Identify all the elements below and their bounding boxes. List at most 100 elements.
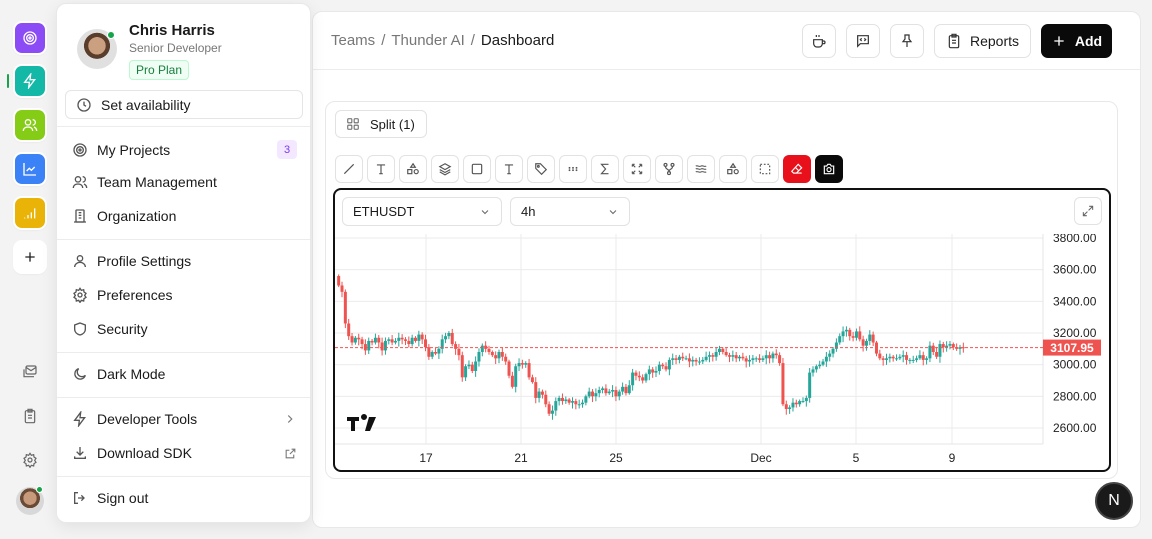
mail-stack-icon [23, 365, 37, 378]
text-label-tool[interactable] [495, 155, 523, 183]
sigma-icon [600, 163, 609, 175]
pin-icon [901, 34, 913, 47]
add-app-button[interactable] [15, 242, 45, 272]
menu-item-developer-tools[interactable]: Developer Tools [72, 411, 297, 427]
menu-item-profile-settings[interactable]: Profile Settings [72, 253, 297, 269]
menu-item-label: My Projects [97, 141, 171, 158]
download-icon [74, 447, 86, 459]
svg-text:Dec: Dec [750, 451, 771, 465]
symbol-value: ETHUSDT [353, 204, 415, 219]
shapes-tool[interactable] [399, 155, 427, 183]
line-icon [343, 163, 355, 175]
menu-item-sign-out[interactable]: Sign out [72, 490, 297, 506]
app-bolt-button[interactable] [15, 66, 45, 96]
text-icon [376, 164, 386, 175]
layers-tool[interactable] [431, 155, 459, 183]
pin-button[interactable] [890, 24, 924, 58]
fork-icon [663, 162, 675, 176]
sign-out-icon [74, 492, 85, 504]
clipboard-button[interactable] [20, 406, 40, 426]
menu-item-preferences[interactable]: Preferences [72, 287, 297, 303]
trend-line-tool[interactable] [335, 155, 363, 183]
fork-tool[interactable] [655, 155, 683, 183]
shapes-icon [407, 162, 419, 175]
tag-icon [535, 163, 548, 176]
clipboard-icon [24, 408, 36, 424]
online-status-dot [36, 486, 43, 493]
menu-item-security[interactable]: Security [72, 321, 297, 337]
menu-item-dark-mode[interactable]: Dark Mode [72, 366, 297, 382]
moon-icon [74, 368, 86, 380]
fullscreen-button[interactable] [1074, 197, 1102, 225]
target-icon [73, 142, 87, 157]
split-button[interactable]: Split (1) [335, 110, 427, 138]
menu-item-team-management[interactable]: Team Management [72, 174, 297, 190]
breadcrumb-thunder-ai[interactable]: Thunder AI [391, 32, 465, 49]
menu-item-label: Sign out [97, 490, 149, 506]
rectangle-tool[interactable] [463, 155, 491, 183]
camera-icon [823, 163, 835, 175]
bolt-icon [23, 73, 36, 89]
shapes-icon [727, 162, 739, 175]
chart-card: Split (1) ETHUSDT 4h [325, 101, 1118, 479]
target-icon [23, 31, 37, 45]
add-label: Add [1074, 33, 1103, 49]
reports-button[interactable]: Reports [934, 24, 1031, 58]
plan-badge: Pro Plan [129, 60, 190, 80]
divider [57, 397, 310, 398]
menu-item-label: Security [97, 321, 148, 337]
screenshot-tool[interactable] [815, 155, 843, 183]
interval-select[interactable]: 4h [510, 197, 630, 226]
candlestick-plot[interactable]: 3800.00 3600.00 3400.00 3200.00 3000.00 2800.… [335, 234, 1109, 470]
settings-button[interactable] [20, 450, 40, 470]
selection-tool[interactable] [751, 155, 779, 183]
plus-icon [1054, 36, 1064, 46]
svg-text:3200.00: 3200.00 [1053, 326, 1097, 340]
eraser-tool[interactable] [783, 155, 811, 183]
clipboard-list-icon [948, 33, 960, 49]
shapes-tool-2[interactable] [719, 155, 747, 183]
breadcrumb-teams[interactable]: Teams [331, 32, 376, 49]
tag-tool[interactable] [527, 155, 555, 183]
bolt-icon [73, 411, 86, 427]
menu-item-my-projects[interactable]: My Projects 3 [72, 140, 297, 159]
external-link-icon [285, 448, 296, 458]
code-message-button[interactable] [846, 24, 880, 58]
app-analytics-button[interactable] [15, 154, 45, 184]
inbox-button[interactable] [20, 362, 40, 382]
user-role: Senior Developer [129, 41, 222, 55]
app-target-button[interactable] [15, 23, 45, 53]
app-team-button[interactable] [15, 110, 45, 140]
measure-tool[interactable] [623, 155, 651, 183]
svg-text:5: 5 [853, 451, 860, 465]
breadcrumb-dashboard: Dashboard [480, 32, 555, 49]
interval-value: 4h [521, 204, 536, 219]
gear-icon [23, 452, 37, 468]
menu-item-organization[interactable]: Organization [72, 208, 297, 224]
online-status-dot [107, 31, 115, 39]
top-bar: Teams / Thunder AI / Dashboard Reports A… [313, 12, 1140, 70]
svg-text:3000.00: 3000.00 [1053, 358, 1097, 372]
profile-menu: Chris Harris Senior Developer Pro Plan S… [56, 3, 311, 523]
floating-action-button[interactable]: N [1095, 482, 1133, 520]
svg-text:3800.00: 3800.00 [1053, 234, 1097, 245]
trading-chart[interactable]: ETHUSDT 4h 3800.00 3600.00 3400.00 3200.00 3… [333, 188, 1111, 472]
text-tool[interactable] [367, 155, 395, 183]
reports-label: Reports [969, 33, 1020, 49]
svg-text:25: 25 [609, 451, 623, 465]
dots-tool[interactable] [559, 155, 587, 183]
add-button[interactable]: Add [1041, 24, 1112, 58]
dots-grid-icon [568, 166, 578, 172]
menu-item-label: Dark Mode [97, 366, 166, 382]
chevron-down-icon [481, 209, 489, 214]
app-signal-button[interactable] [15, 198, 45, 228]
expand-icon [1082, 205, 1094, 217]
coffee-button[interactable] [802, 24, 836, 58]
set-availability-button[interactable]: Set availability [65, 90, 303, 119]
waves-tool[interactable] [687, 155, 715, 183]
eraser-icon [790, 163, 803, 174]
symbol-select[interactable]: ETHUSDT [342, 197, 502, 226]
sigma-tool[interactable] [591, 155, 619, 183]
signal-icon [24, 208, 36, 219]
menu-item-download-sdk[interactable]: Download SDK [72, 445, 297, 461]
